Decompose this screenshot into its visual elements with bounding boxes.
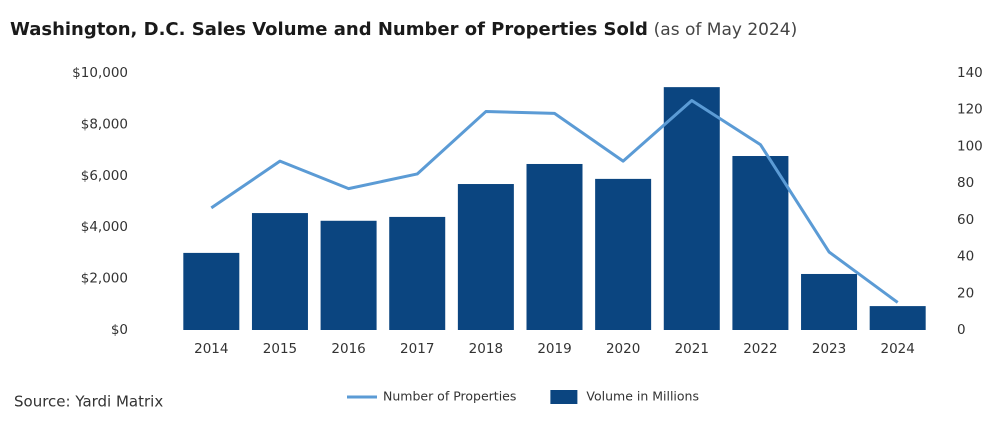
bar bbox=[320, 220, 377, 330]
bar bbox=[183, 252, 240, 330]
y2-tick-label: 120 bbox=[957, 102, 983, 118]
x-tick-label: 2024 bbox=[881, 341, 915, 357]
x-tick-label: 2015 bbox=[263, 341, 297, 357]
x-tick-label: 2019 bbox=[537, 341, 571, 357]
line bbox=[210, 99, 899, 304]
y-tick-label: $8,000 bbox=[81, 116, 128, 132]
y2-tick-label: 100 bbox=[957, 138, 983, 154]
y-tick-label: $10,000 bbox=[72, 65, 128, 81]
legend-label: Number of Properties bbox=[383, 389, 516, 404]
y-tick-label: $6,000 bbox=[81, 168, 128, 184]
y2-tick-label: 40 bbox=[957, 249, 974, 265]
chart-subtitle: (as of May 2024) bbox=[654, 20, 798, 40]
x-tick-label: 2017 bbox=[400, 341, 434, 357]
chart-title: Washington, D.C. Sales Volume and Number… bbox=[10, 19, 648, 40]
y2-tick-label: 0 bbox=[957, 322, 966, 338]
x-tick-label: 2023 bbox=[812, 341, 846, 357]
y2-tick-label: 80 bbox=[957, 175, 974, 191]
x-tick-label: 2014 bbox=[194, 341, 228, 357]
y-tick-label: $2,000 bbox=[81, 271, 128, 287]
bar bbox=[869, 306, 926, 330]
bar bbox=[251, 213, 308, 330]
y2-tick-label: 140 bbox=[957, 65, 983, 81]
x-tick-label: 2016 bbox=[331, 341, 365, 357]
chart-heading: Washington, D.C. Sales Volume and Number… bbox=[10, 19, 797, 40]
bar bbox=[389, 216, 446, 330]
legend-swatch bbox=[550, 390, 578, 404]
y-tick-label: $0 bbox=[111, 322, 128, 338]
bar bbox=[526, 163, 583, 330]
y2-tick-label: 20 bbox=[957, 285, 974, 301]
bar bbox=[457, 184, 514, 330]
bar bbox=[801, 273, 858, 330]
x-tick-label: 2021 bbox=[675, 341, 709, 357]
source-note: Source: Yardi Matrix bbox=[14, 393, 163, 411]
x-tick-label: 2022 bbox=[743, 341, 777, 357]
bar bbox=[595, 178, 652, 330]
x-tick-label: 2020 bbox=[606, 341, 640, 357]
legend-label: Volume in Millions bbox=[586, 389, 699, 404]
x-tick-label: 2018 bbox=[469, 341, 503, 357]
y-tick-label: $4,000 bbox=[81, 219, 128, 235]
bar bbox=[663, 87, 720, 330]
bar bbox=[732, 156, 789, 330]
y2-tick-label: 60 bbox=[957, 212, 974, 228]
